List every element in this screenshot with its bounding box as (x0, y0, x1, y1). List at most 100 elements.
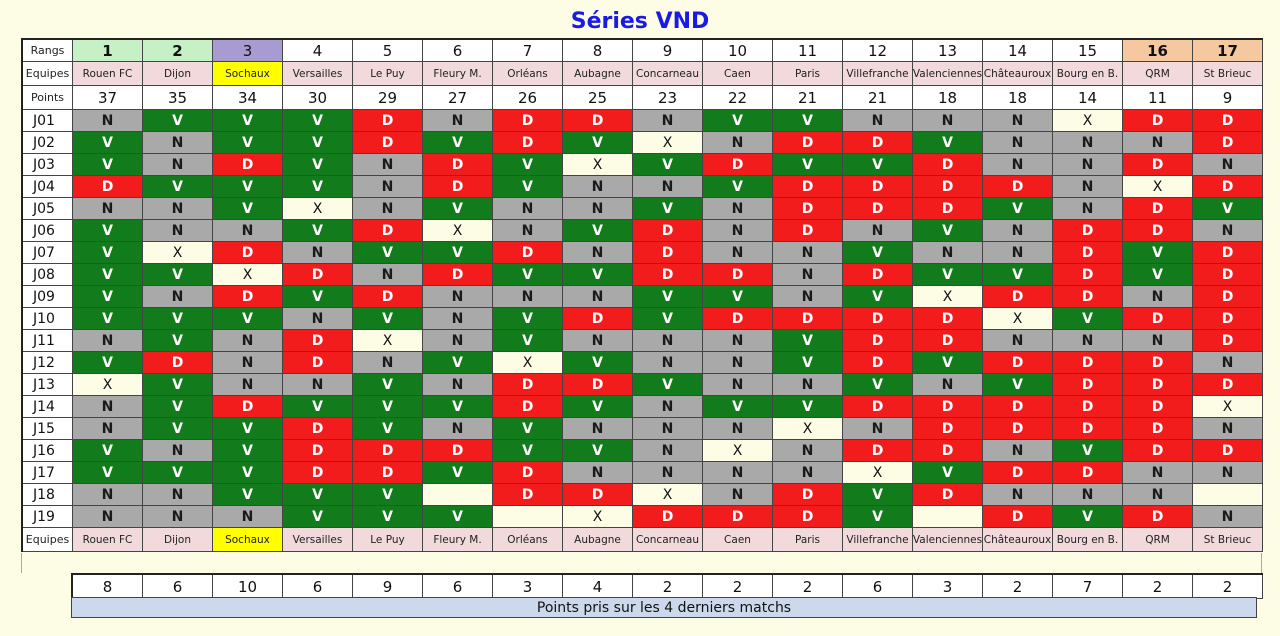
result-cell: D (703, 264, 773, 286)
journee-label: J19 (23, 506, 73, 528)
result-cell: D (1193, 374, 1263, 396)
result-cell: V (703, 176, 773, 198)
journee-label: J18 (23, 484, 73, 506)
points-cell: 30 (283, 86, 353, 110)
result-cell: V (843, 506, 913, 528)
rank-cell: 2 (143, 40, 213, 62)
top-team-name: Orléans (493, 62, 563, 86)
result-cell: N (633, 110, 703, 132)
result-cell: D (353, 462, 423, 484)
points-cell: 29 (353, 86, 423, 110)
bottom-team-name: Châteauroux (983, 528, 1053, 552)
result-cell: N (283, 374, 353, 396)
result-cell: D (1123, 506, 1193, 528)
result-cell: D (913, 396, 983, 418)
result-cell: X (913, 286, 983, 308)
result-cell: V (283, 220, 353, 242)
result-cell: D (773, 132, 843, 154)
result-cell: N (773, 462, 843, 484)
result-cell: V (73, 132, 143, 154)
result-cell: D (1123, 308, 1193, 330)
result-cell: D (1193, 242, 1263, 264)
result-cell: V (563, 440, 633, 462)
result-cell: N (143, 484, 213, 506)
recent-points-cell: 6 (143, 575, 213, 599)
result-cell: V (353, 374, 423, 396)
result-cell: V (423, 198, 493, 220)
result-cell: N (1123, 462, 1193, 484)
result-cell: V (353, 242, 423, 264)
result-cell: D (1123, 440, 1193, 462)
result-cell: D (143, 352, 213, 374)
result-cell: N (913, 242, 983, 264)
result-cell: N (423, 418, 493, 440)
result-cell: N (1193, 220, 1263, 242)
result-cell: X (773, 418, 843, 440)
result-cell: V (1123, 242, 1193, 264)
result-cell: X (143, 242, 213, 264)
result-cell: N (1053, 176, 1123, 198)
recent-points-cell: 3 (913, 575, 983, 599)
result-cell: N (563, 242, 633, 264)
result-cell: N (633, 176, 703, 198)
result-cell: N (1123, 484, 1193, 506)
top-team-name: QRM (1123, 62, 1193, 86)
result-cell: D (983, 396, 1053, 418)
result-cell: N (983, 110, 1053, 132)
result-cell: D (773, 198, 843, 220)
journee-label: J16 (23, 440, 73, 462)
result-cell: D (1053, 374, 1123, 396)
result-cell: V (353, 308, 423, 330)
result-cell: D (1123, 154, 1193, 176)
result-cell: V (703, 286, 773, 308)
result-cell: X (1053, 110, 1123, 132)
result-cell: D (283, 440, 353, 462)
top-team-name: Sochaux (213, 62, 283, 86)
rank-cell: 1 (73, 40, 143, 62)
result-cell: V (213, 462, 283, 484)
result-cell (423, 484, 493, 506)
points-label: Points (23, 86, 73, 110)
result-cell: N (703, 132, 773, 154)
points-cell: 26 (493, 86, 563, 110)
bottom-team-name: Valenciennes (913, 528, 983, 552)
result-cell: V (1053, 440, 1123, 462)
result-cell: V (843, 154, 913, 176)
result-cell: D (913, 330, 983, 352)
rank-cell: 7 (493, 40, 563, 62)
rank-cell: 12 (843, 40, 913, 62)
points-cell: 18 (913, 86, 983, 110)
result-cell: D (1053, 264, 1123, 286)
result-cell: V (143, 462, 213, 484)
recent-points-cell: 2 (1123, 575, 1193, 599)
result-cell: N (423, 286, 493, 308)
result-cell: V (633, 374, 703, 396)
result-cell: D (493, 396, 563, 418)
top-team-name: Aubagne (563, 62, 633, 86)
result-cell: D (1123, 396, 1193, 418)
result-cell: D (1053, 418, 1123, 440)
result-cell: V (213, 176, 283, 198)
result-cell: N (1053, 132, 1123, 154)
result-cell: D (1123, 374, 1193, 396)
result-cell: D (423, 264, 493, 286)
result-cell: N (493, 198, 563, 220)
result-cell: D (563, 484, 633, 506)
result-cell: D (1193, 330, 1263, 352)
bottom-team-name: Versailles (283, 528, 353, 552)
recent-points-cell: 6 (423, 575, 493, 599)
result-cell: X (843, 462, 913, 484)
result-cell: N (773, 374, 843, 396)
result-cell: N (983, 330, 1053, 352)
result-cell: N (843, 110, 913, 132)
bottom-team-name: Paris (773, 528, 843, 552)
bottom-team-name: Caen (703, 528, 773, 552)
result-cell: V (73, 462, 143, 484)
top-team-name: Rouen FC (73, 62, 143, 86)
result-cell: D (1053, 462, 1123, 484)
result-cell: X (703, 440, 773, 462)
journee-label: J13 (23, 374, 73, 396)
result-cell: D (843, 176, 913, 198)
result-cell: N (633, 352, 703, 374)
result-cell: V (143, 418, 213, 440)
